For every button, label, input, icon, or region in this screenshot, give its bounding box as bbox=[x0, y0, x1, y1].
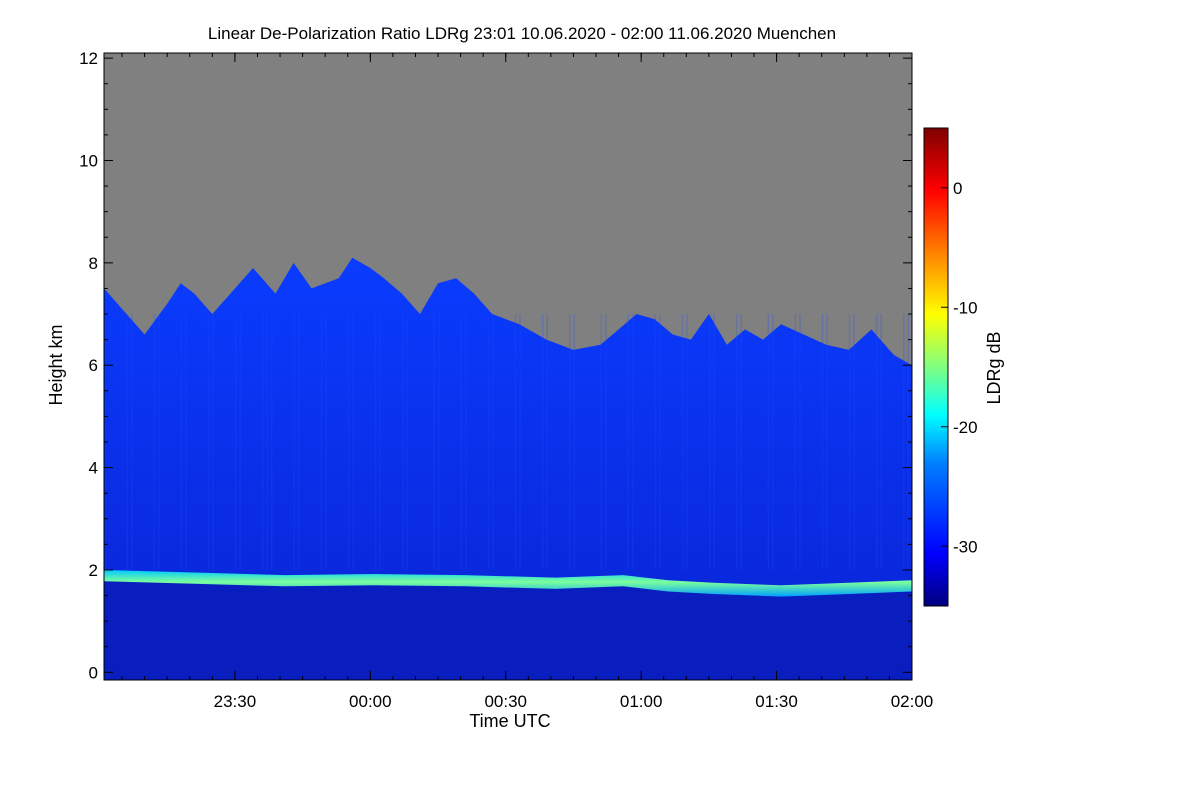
texture-streak bbox=[794, 314, 797, 570]
texture-streak bbox=[799, 314, 801, 570]
texture-streak bbox=[659, 314, 661, 570]
texture-streak bbox=[821, 314, 824, 570]
texture-streak bbox=[271, 314, 273, 570]
texture-streak bbox=[438, 314, 440, 570]
colorbar-gradient bbox=[923, 127, 949, 607]
texture-streak bbox=[740, 314, 742, 570]
texture-streak bbox=[234, 314, 237, 570]
texture-streak bbox=[880, 314, 882, 570]
y-tick-label: 8 bbox=[89, 254, 98, 273]
x-tick-label: 00:30 bbox=[484, 692, 527, 711]
x-tick-label: 01:30 bbox=[755, 692, 798, 711]
x-tick-label: 00:00 bbox=[349, 692, 392, 711]
colorbar-tick-label: 0 bbox=[953, 179, 962, 198]
texture-streak bbox=[207, 314, 210, 570]
texture-streak bbox=[605, 314, 607, 570]
chart-title: Linear De-Polarization Ratio LDRg 23:01 … bbox=[208, 24, 836, 43]
colorbar-ticks: 0 -10 -20 -30 bbox=[941, 179, 978, 556]
texture-streak bbox=[708, 314, 711, 570]
texture-streak bbox=[772, 314, 774, 570]
texture-streak bbox=[519, 314, 521, 570]
texture-streak bbox=[347, 314, 350, 570]
y-tick-label: 4 bbox=[89, 459, 98, 478]
texture-streak bbox=[212, 314, 214, 570]
x-tick-label: 02:00 bbox=[891, 692, 934, 711]
texture-streak bbox=[736, 314, 738, 570]
texture-streak bbox=[131, 314, 133, 570]
plot-frame bbox=[103, 52, 913, 681]
texture-streak bbox=[541, 314, 544, 570]
texture-streak bbox=[600, 314, 602, 570]
y-tick-label: 2 bbox=[89, 561, 98, 580]
texture-streak bbox=[320, 314, 323, 570]
y-axis: 0 2 4 6 8 10 12 bbox=[79, 49, 912, 682]
texture-streak bbox=[853, 314, 855, 570]
texture-streak bbox=[546, 314, 548, 570]
texture-streak bbox=[903, 314, 905, 570]
texture-streak bbox=[126, 314, 129, 570]
colorbar-title: LDRg dB bbox=[984, 331, 1004, 404]
texture-streak bbox=[681, 314, 684, 570]
texture-streak bbox=[848, 314, 851, 570]
x-axis-title: Time UTC bbox=[469, 711, 550, 731]
aerosol-layer-band bbox=[104, 570, 912, 597]
x-tick-label: 01:00 bbox=[620, 692, 663, 711]
texture-streak bbox=[632, 314, 634, 570]
texture-streak bbox=[713, 314, 715, 570]
texture-streak bbox=[379, 314, 381, 570]
signal-region bbox=[104, 257, 912, 680]
texture-streak bbox=[401, 314, 404, 570]
texture-streak bbox=[460, 314, 463, 570]
y-tick-label: 6 bbox=[89, 356, 98, 375]
texture-streak bbox=[406, 314, 408, 570]
texture-streak bbox=[325, 314, 327, 570]
texture-streak bbox=[180, 314, 183, 570]
texture-streak bbox=[487, 314, 490, 570]
texture-streak bbox=[568, 314, 571, 570]
x-axis: 23:30 00:00 00:30 01:00 01:30 02:00 bbox=[121, 53, 934, 711]
y-tick-label: 10 bbox=[79, 151, 98, 170]
texture-streak bbox=[298, 314, 300, 570]
texture-streak bbox=[293, 314, 296, 570]
y-axis-title: Height km bbox=[46, 324, 66, 405]
x-tick-label: 23:30 bbox=[214, 692, 257, 711]
colorbar-tick-label: -30 bbox=[953, 537, 978, 556]
colorbar-tick-label: -20 bbox=[953, 418, 978, 437]
texture-streak bbox=[374, 314, 377, 570]
texture-streak bbox=[185, 314, 187, 570]
plot-area bbox=[104, 53, 912, 680]
near-surface-layer bbox=[104, 580, 912, 680]
texture-streak bbox=[158, 314, 160, 570]
texture-streak bbox=[433, 314, 435, 570]
texture-streak bbox=[352, 314, 354, 570]
texture-streak bbox=[826, 314, 828, 570]
texture-streak bbox=[627, 314, 630, 570]
y-tick-label: 12 bbox=[79, 49, 98, 68]
texture-streak bbox=[767, 314, 770, 570]
texture-streak bbox=[465, 314, 467, 570]
texture-streak bbox=[266, 314, 268, 570]
texture-streak bbox=[654, 314, 657, 570]
colorbar: 0 -10 -20 -30 LDRg dB bbox=[923, 127, 1004, 607]
texture-streak bbox=[239, 314, 241, 570]
texture-streak bbox=[573, 314, 575, 570]
texture-streak bbox=[153, 314, 156, 570]
texture-streak bbox=[875, 314, 878, 570]
colorbar-tick-label: -10 bbox=[953, 298, 978, 317]
texture-streak bbox=[262, 314, 264, 570]
texture-streak bbox=[492, 314, 494, 570]
texture-streak bbox=[514, 314, 517, 570]
y-tick-label: 0 bbox=[89, 663, 98, 682]
texture-streak bbox=[686, 314, 688, 570]
